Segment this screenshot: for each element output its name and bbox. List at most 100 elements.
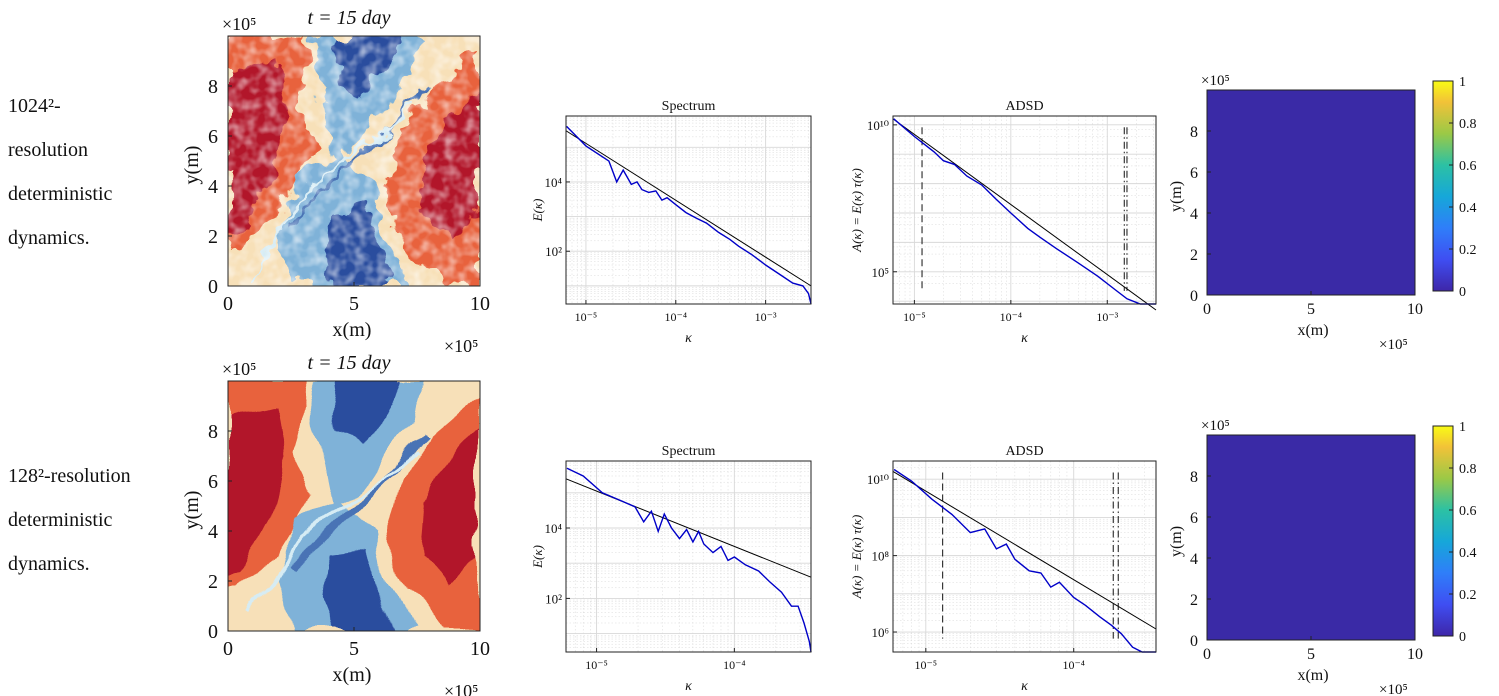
row-label-line: dynamics. [8,227,90,249]
plot-title: Spectrum [662,99,716,114]
x-tick-label: 10⁻⁵ [903,310,926,324]
y-tick-label: 8 [1190,469,1198,486]
x-tick-label: 10 [1407,301,1423,318]
y-axis-label: E(κ) [530,199,545,223]
adsd-plot-0 [892,115,1157,311]
y-tick-label: 10⁵ [871,265,889,280]
y-tick-label: 2 [1190,247,1198,264]
spectrum-line [566,467,812,653]
x-axis-label: κ [685,679,692,694]
spectrum-line [566,125,812,305]
uniform-field-area [1206,89,1416,296]
x-axis-label: κ [1021,679,1028,694]
y-tick-label: 10² [545,244,562,259]
colorbar-tick-label: 0 [1459,630,1466,645]
colorbar-tick-label: 0.6 [1459,504,1477,519]
x-axis-label: κ [685,331,692,346]
fit-line [892,470,1157,630]
x-tick-label: 10⁻³ [1096,310,1118,324]
y-tick-label: 4 [208,176,218,198]
x-multiplier: ×10⁵ [1379,682,1408,696]
x-tick-label: 10 [470,638,490,660]
y-tick-label: 10¹⁰ [867,118,889,133]
x-multiplier: ×10⁵ [444,681,478,696]
y-tick-label: 2 [208,226,218,248]
x-tick-label: 5 [1307,646,1315,663]
y-tick-label: 2 [1190,592,1198,609]
y-multiplier: ×10⁵ [1201,73,1230,89]
y-tick-label: 8 [1190,124,1198,141]
y-axis-label: y(m) [1168,181,1185,212]
colorbar-tick-label: 0 [1459,285,1466,300]
x-axis-label: x(m) [1297,667,1328,684]
plot-title: ADSD [1005,444,1043,459]
x-tick-label: 10⁻⁴ [1062,658,1085,672]
y-axis-label: E(κ) [530,545,545,569]
y-tick-label: 4 [1190,206,1198,223]
y-tick-label: 10⁴ [544,521,562,536]
y-tick-label: 2 [208,571,218,593]
x-tick-label: 0 [223,638,233,660]
y-tick-label: 8 [208,421,218,443]
axes-frame [892,460,1157,653]
y-tick-label: 0 [208,621,218,643]
vorticity-field-1 [228,381,480,631]
x-tick-label: 10⁻⁵ [575,310,598,324]
row-label-line: deterministic [8,509,113,531]
colorbar [1432,80,1454,292]
x-tick-label: 5 [1307,301,1315,318]
y-axis-label: y(m) [181,491,203,530]
x-tick-label: 5 [349,293,359,315]
colorbar-tick-label: 1 [1459,75,1466,90]
colorbar-tick-label: 0.4 [1459,546,1477,561]
fit-line [565,130,812,287]
panel-title: t = 15 day [308,7,391,29]
x-tick-label: 10⁻⁴ [723,658,746,672]
row-label-line: deterministic [8,183,113,205]
y-tick-label: 0 [1190,633,1198,650]
x-multiplier: ×10⁵ [1379,337,1408,353]
colorbar-tick-label: 0.4 [1459,201,1477,216]
x-tick-label: 10⁻⁵ [915,658,938,672]
row-label-1024: 1024²- resolution deterministic dynamics… [8,84,112,260]
y-tick-label: 4 [1190,551,1198,568]
y-tick-label: 6 [208,126,218,148]
colorbar-tick-label: 0.8 [1459,117,1477,132]
x-tick-label: 10⁻⁵ [585,658,608,672]
colorbar-tick-label: 0.8 [1459,462,1477,477]
y-tick-label: 6 [1190,510,1198,527]
axes-frame [565,115,812,305]
axes-frame [892,115,1157,305]
field-speckle [228,36,480,286]
y-axis-label: y(m) [1168,526,1185,557]
y-tick-label: 10¹⁰ [867,472,889,487]
spectrum-plot-0 [565,115,812,305]
plot-title: Spectrum [662,444,716,459]
field-filament [288,428,432,571]
colorbar-tick-label: 1 [1459,420,1466,435]
x-axis-label: κ [1021,331,1028,346]
y-multiplier: ×10⁵ [222,359,256,379]
x-tick-label: 10⁻⁴ [1000,310,1023,324]
x-tick-label: 10 [1407,646,1423,663]
x-tick-label: 10 [470,293,490,315]
uniform-field-1 [1206,425,1454,641]
x-multiplier: ×10⁵ [444,336,478,356]
uniform-field-area [1206,434,1416,641]
panel-title: t = 15 day [308,352,391,374]
y-tick-label: 10⁸ [871,549,889,564]
uniform-field-0 [1206,80,1454,296]
x-tick-label: 0 [223,293,233,315]
spectrum-line [893,468,1156,653]
spectrum-plot-1 [565,460,812,653]
colorbar-tick-label: 0.2 [1459,588,1477,603]
x-axis-label: x(m) [333,319,372,341]
y-tick-label: 6 [1190,165,1198,182]
field-blue-core [333,381,405,444]
y-axis-label: A(κ) = E(κ) τ(κ) [849,168,864,253]
y-tick-label: 10⁴ [544,175,562,190]
fit-line [892,118,1157,311]
x-axis-label: x(m) [1297,322,1328,339]
y-tick-label: 10² [545,591,562,606]
